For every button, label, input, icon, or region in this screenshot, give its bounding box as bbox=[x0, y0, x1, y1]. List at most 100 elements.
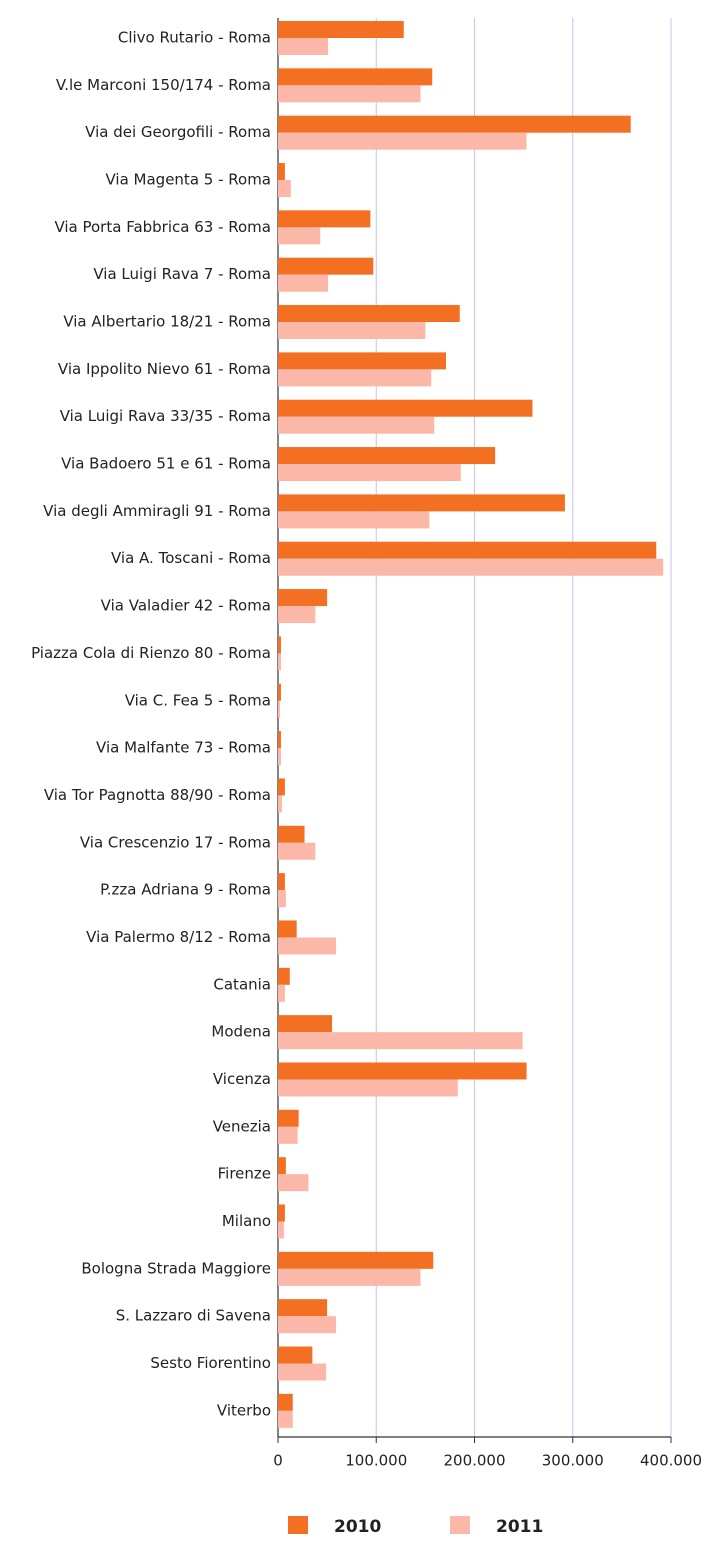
y-tick-label: Firenze bbox=[218, 1165, 271, 1183]
bar bbox=[278, 842, 316, 860]
bar bbox=[278, 115, 631, 133]
x-tick-label: 100.000 bbox=[345, 1452, 407, 1470]
bar bbox=[278, 399, 533, 417]
bar bbox=[278, 920, 297, 938]
bar bbox=[278, 257, 374, 275]
x-tick-label: 400.000 bbox=[640, 1452, 702, 1470]
y-tick-label: Catania bbox=[213, 975, 271, 993]
bar bbox=[278, 1032, 523, 1050]
bar bbox=[278, 274, 329, 292]
bar bbox=[278, 511, 430, 529]
bar bbox=[278, 352, 447, 370]
bar bbox=[278, 494, 565, 512]
y-tick-label: Via Luigi Rava 33/35 - Roma bbox=[60, 407, 271, 425]
bar bbox=[278, 180, 291, 198]
y-tick-label: Via A. Toscani - Roma bbox=[111, 549, 271, 567]
legend-label: 2011 bbox=[496, 1517, 543, 1537]
bar bbox=[278, 606, 316, 624]
y-tick-label: Via Crescenzio 17 - Roma bbox=[80, 833, 271, 851]
bar bbox=[278, 1316, 336, 1334]
bar bbox=[278, 1268, 421, 1286]
bar bbox=[278, 795, 282, 813]
bar bbox=[278, 1079, 458, 1097]
bar bbox=[278, 984, 285, 1002]
y-tick-label: Via Ippolito Nievo 61 - Roma bbox=[58, 360, 271, 378]
bar bbox=[278, 85, 421, 103]
y-tick-label: Via Palermo 8/12 - Roma bbox=[86, 928, 271, 946]
bar bbox=[278, 1109, 299, 1127]
bar bbox=[278, 163, 285, 181]
y-tick-label: Bologna Strada Maggiore bbox=[81, 1259, 271, 1277]
bar bbox=[278, 873, 285, 891]
y-tick-label: Via Porta Fabbrica 63 - Roma bbox=[54, 218, 271, 236]
bar bbox=[278, 1251, 434, 1269]
y-tick-label: Vicenza bbox=[213, 1070, 271, 1088]
y-tick-label: Venezia bbox=[213, 1117, 271, 1135]
bar bbox=[278, 683, 281, 701]
bar bbox=[278, 1299, 328, 1317]
bar bbox=[278, 1015, 333, 1033]
y-tick-label: Modena bbox=[211, 1023, 271, 1041]
bar bbox=[278, 890, 286, 908]
bar bbox=[278, 1174, 309, 1192]
y-tick-label: Via Albertario 18/21 - Roma bbox=[63, 313, 271, 331]
y-tick-label: Milano bbox=[222, 1212, 271, 1230]
bar bbox=[278, 1346, 313, 1364]
y-tick-label: Viterbo bbox=[217, 1401, 271, 1419]
y-tick-label: Via Magenta 5 - Roma bbox=[105, 171, 271, 189]
bar bbox=[278, 447, 496, 465]
bar bbox=[278, 937, 336, 955]
bar bbox=[278, 68, 433, 86]
bar bbox=[278, 227, 321, 245]
bar bbox=[278, 1062, 527, 1080]
bar bbox=[278, 825, 305, 843]
y-tick-label: Via Tor Pagnotta 88/90 - Roma bbox=[44, 786, 271, 804]
y-tick-label: Via dei Georgofili - Roma bbox=[85, 123, 271, 141]
bar bbox=[278, 1126, 298, 1144]
y-tick-label: Via degli Ammiragli 91 - Roma bbox=[43, 502, 271, 520]
legend-label: 2010 bbox=[334, 1517, 381, 1537]
bar bbox=[278, 731, 281, 749]
bar bbox=[278, 1157, 286, 1175]
bar bbox=[278, 21, 404, 38]
y-tick-label: Via Malfante 73 - Roma bbox=[96, 739, 271, 757]
y-tick-label: Via Badoero 51 e 61 - Roma bbox=[61, 455, 271, 473]
bar bbox=[278, 464, 461, 482]
bar bbox=[278, 38, 329, 55]
y-tick-label: Piazza Cola di Rienzo 80 - Roma bbox=[31, 644, 271, 662]
bar bbox=[278, 748, 281, 766]
bar bbox=[278, 653, 281, 671]
bar bbox=[278, 778, 285, 796]
y-tick-label: V.le Marconi 150/174 - Roma bbox=[56, 76, 271, 94]
bar bbox=[278, 132, 527, 150]
legend-swatch bbox=[450, 1516, 470, 1534]
bar bbox=[278, 541, 657, 559]
x-tick-label: 200.000 bbox=[443, 1452, 505, 1470]
bar bbox=[278, 967, 290, 985]
bar bbox=[278, 636, 281, 654]
bar bbox=[278, 1204, 285, 1222]
y-tick-label: P.zza Adriana 9 - Roma bbox=[100, 881, 271, 899]
x-tick-label: 0 bbox=[273, 1452, 283, 1470]
legend-swatch bbox=[288, 1516, 308, 1534]
bar bbox=[278, 416, 435, 434]
bar bbox=[278, 305, 460, 323]
y-tick-label: Clivo Rutario - Roma bbox=[118, 29, 271, 47]
y-tick-label: Via Luigi Rava 7 - Roma bbox=[93, 265, 271, 283]
y-tick-label: Sesto Fiorentino bbox=[150, 1354, 271, 1372]
y-tick-label: Via C. Fea 5 - Roma bbox=[125, 691, 271, 709]
y-tick-label: Via Valadier 42 - Roma bbox=[101, 597, 271, 615]
bar bbox=[278, 210, 371, 228]
bar bbox=[278, 1221, 284, 1239]
bar bbox=[278, 1363, 327, 1381]
bar bbox=[278, 1393, 293, 1411]
y-tick-label: S. Lazzaro di Savena bbox=[116, 1307, 271, 1325]
bar bbox=[278, 700, 280, 718]
bar bbox=[278, 589, 328, 607]
bar bbox=[278, 1410, 293, 1428]
bar bbox=[278, 322, 426, 340]
x-tick-label: 300.000 bbox=[542, 1452, 604, 1470]
bar bbox=[278, 369, 432, 387]
bar bbox=[278, 558, 664, 576]
